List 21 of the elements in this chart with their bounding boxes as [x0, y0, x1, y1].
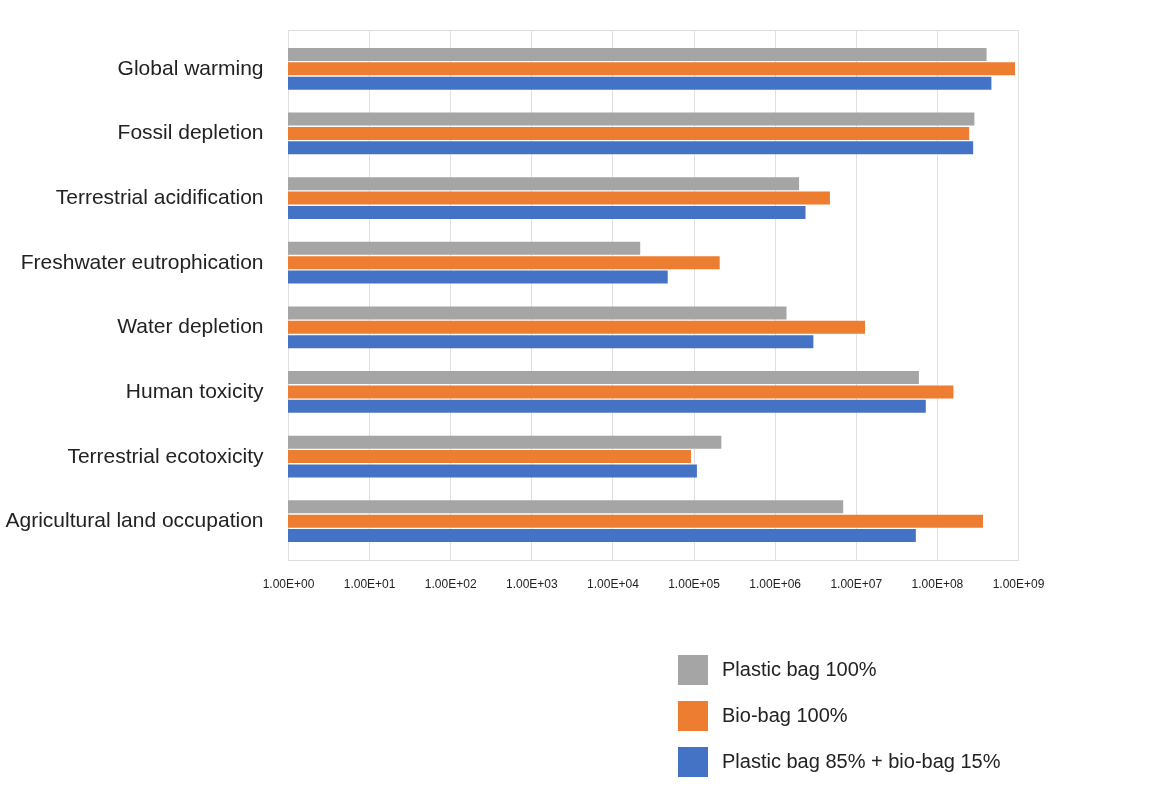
x-tick-label: 1.00E+08	[911, 576, 964, 591]
x-tick-label: 1.00E+03	[505, 576, 559, 591]
legend-label: Plastic bag 100%	[722, 658, 877, 680]
x-tick-label: 1.00E+07	[830, 576, 883, 591]
y-tick-label: Terrestrial acidification	[55, 185, 264, 209]
y-tick-label: Global warming	[117, 55, 264, 79]
y-tick-label: Terrestrial ecotoxicity	[67, 443, 264, 467]
x-tick-label: 1.00E+05	[668, 576, 721, 591]
y-tick-label: Freshwater eutrophication	[20, 249, 264, 273]
x-tick-label: 1.00E+00	[262, 576, 315, 591]
x-tick-label: 1.00E+01	[343, 576, 396, 591]
x-tick-label: 1.00E+02	[424, 576, 477, 591]
x-tick-label: 1.00E+06	[749, 576, 802, 591]
y-tick-label: Fossil depletion	[117, 120, 264, 144]
legend-label: Bio-bag 100%	[722, 704, 848, 726]
y-tick-label: Water depletion	[117, 314, 264, 338]
x-tick-label: 1.00E+09	[992, 576, 1045, 591]
legend-label: Plastic bag 85% + bio-bag 15%	[722, 750, 1001, 772]
x-tick-label: 1.00E+04	[587, 576, 640, 591]
y-tick-label: Human toxicity	[125, 378, 264, 402]
y-tick-label: Agricultural land occupation	[5, 508, 264, 532]
